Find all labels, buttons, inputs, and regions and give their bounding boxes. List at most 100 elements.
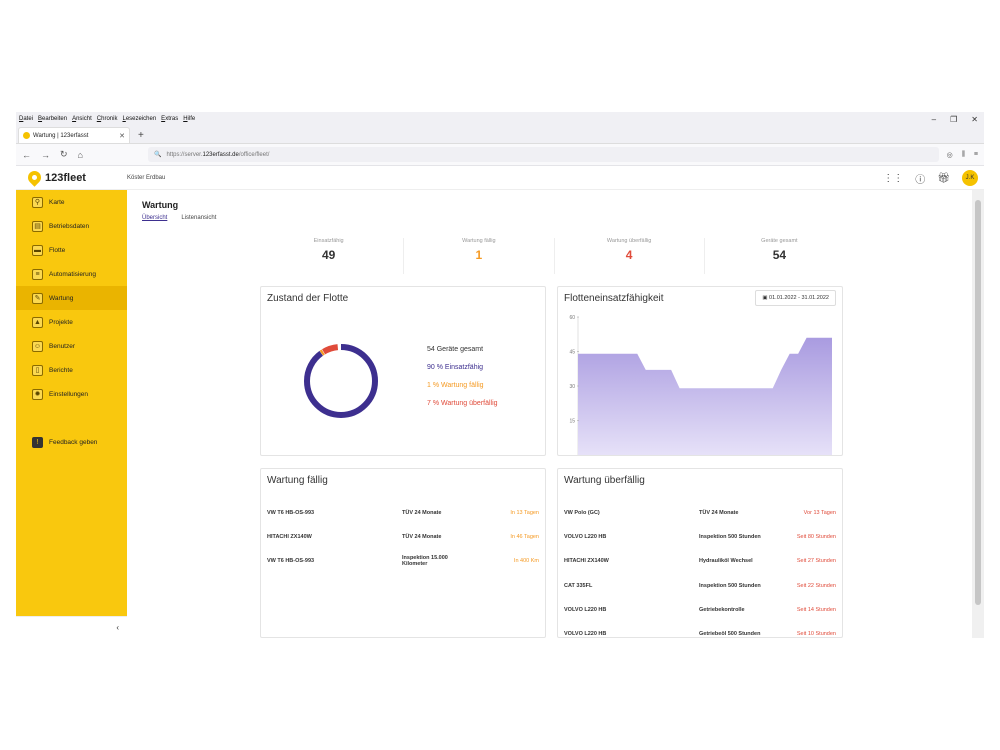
menu-hilfe[interactable]: Hilfe: [183, 116, 196, 122]
sidebar-item-1[interactable]: ▤ Betriebsdaten: [16, 214, 127, 238]
minimize-icon[interactable]: –: [931, 114, 937, 124]
sidebar-item-label: Projekte: [49, 318, 73, 326]
sidebar-item-8[interactable]: ✹ Einstellungen: [16, 382, 127, 406]
browser-window: Datei Bearbeiten Ansicht Chronik Lesezei…: [16, 112, 984, 638]
nav-right-icons: ◎ ⫼ ≡: [947, 151, 978, 159]
due-status: In 13 Tagen: [510, 510, 539, 517]
table-row[interactable]: VOLVO L220 HB Getriebeöl 500 Stunden Seit …: [564, 622, 836, 638]
sidebar-item-label: Einstellungen: [49, 390, 89, 398]
menu-ansicht[interactable]: Ansicht: [72, 116, 92, 122]
lock-icon: 🔍: [153, 152, 162, 158]
users-icon: ☺: [32, 340, 43, 352]
window-controls: – ❐ ✕: [932, 112, 978, 126]
pocket-icon[interactable]: ◎: [946, 151, 953, 159]
favicon-icon: [23, 132, 30, 139]
table-row[interactable]: VW Polo (GC) TÜV 24 Monate Vor 13 Tagen: [564, 501, 836, 525]
nav-bar: ← → ↻ ⌂ 🔍 https://server. 123erfasst.de/o…: [16, 144, 984, 166]
menu-lesezeichen[interactable]: Lesezeichen: [122, 116, 157, 122]
tab-overview[interactable]: Übersicht: [142, 215, 168, 221]
home-icon[interactable]: ⌂: [77, 149, 83, 160]
restore-icon[interactable]: ❐: [950, 114, 958, 124]
sidebar-item-0[interactable]: ⚲ Karte: [16, 190, 127, 214]
maintenance-task: Hydrauliköl Wechsel: [699, 558, 753, 565]
sidebar-item-7[interactable]: ▯ Berichte: [16, 358, 127, 382]
new-tab-icon[interactable]: +: [138, 130, 144, 141]
date-range-picker[interactable]: ▣ 01.01.2022 - 31.01.2022: [755, 290, 836, 306]
table-row[interactable]: VOLVO L220 HB Inspektion 500 Stunden Seit …: [564, 525, 836, 549]
info-icon[interactable]: ⓘ: [915, 174, 926, 186]
stat-label: Einsatzfähig: [313, 238, 344, 244]
fleet-donut-chart: [304, 344, 378, 418]
maintenance-task: Getriebeöl 500 Stunden: [699, 631, 761, 638]
vehicle-name: HITACHI ZX140W: [564, 558, 609, 565]
tab-list-view[interactable]: Listenansicht: [181, 215, 217, 221]
main-content: Wartung Übersicht Listenansicht Einsatzf…: [127, 190, 972, 638]
stat-label: Geräte gesamt: [761, 238, 798, 244]
fleet-status-card: Zustand der Flotte 54 Geräte gesamt 90 %…: [260, 286, 546, 456]
table-row[interactable]: VW T6 HB-OS-993 TÜV 24 Monate In 13 Tagen: [267, 501, 539, 525]
menu-bearbeiten[interactable]: Bearbeiten: [38, 116, 68, 122]
table-row[interactable]: CAT 335FL Inspektion 500 Stunden Seit 22 S…: [564, 574, 836, 598]
maintenance-task: TÜV 24 Monate: [402, 510, 442, 517]
tab-title: Wartung | 123erfasst: [33, 132, 89, 139]
maintenance-task: TÜV 24 Monate: [699, 510, 739, 517]
card-title: Flotteneinsatzfähigkeit: [564, 293, 664, 304]
sidebar-item-4[interactable]: ✎ Wartung: [16, 286, 127, 310]
gift-icon[interactable]: 🎁︎: [937, 172, 950, 184]
menu-chronik[interactable]: Chronik: [96, 116, 118, 122]
feedback-button[interactable]: ! Feedback geben: [16, 430, 127, 454]
sidebar-collapse-button[interactable]: ‹: [16, 616, 127, 638]
maintenance-due-card: Wartung fällig VW T6 HB-OS-993 TÜV 24 Mon…: [260, 468, 546, 638]
sidebar-item-3[interactable]: ≡ Automatisierung: [16, 262, 127, 286]
back-icon[interactable]: ←: [22, 149, 31, 160]
sidebar-item-5[interactable]: ▲ Projekte: [16, 310, 127, 334]
menu-extras[interactable]: Extras: [161, 116, 179, 122]
page-scrollbar[interactable]: [972, 190, 984, 638]
vehicle-name: VW T6 HB-OS-993: [267, 510, 315, 517]
card-title: Zustand der Flotte: [267, 293, 349, 304]
feedback-label: Feedback geben: [49, 438, 98, 446]
table-row[interactable]: HITACHI ZX140W TÜV 24 Monate In 46 Tagen: [267, 525, 539, 549]
sidebar-item-6[interactable]: ☺ Benutzer: [16, 334, 127, 358]
table-row[interactable]: VW T6 HB-OS-993 Inspektion 15.000 Kilomet…: [267, 549, 539, 573]
url-path: /office/fleet/: [238, 151, 270, 158]
sub-tabs: Übersicht Listenansicht: [142, 215, 216, 221]
due-status: Vor 13 Tagen: [803, 510, 836, 517]
stat-overdue: Wartung überfällig 4: [555, 238, 705, 274]
vehicle-name: HITACHI ZX140W: [267, 534, 312, 541]
availability-area: [578, 337, 832, 455]
library-icon[interactable]: ⫼: [961, 150, 965, 158]
logo[interactable]: 123fleet: [16, 168, 127, 187]
due-status: Seit 27 Stunden: [796, 558, 836, 565]
donut-operational: [304, 344, 378, 418]
sidebar-item-2[interactable]: ▬ Flotte: [16, 238, 127, 262]
stat-total: Geräte gesamt 54: [705, 238, 854, 274]
reload-icon[interactable]: ↻: [60, 149, 68, 159]
table-row[interactable]: VOLVO L220 HB Getriebekontrolle Seit 14 St…: [564, 598, 836, 622]
close-window-icon[interactable]: ✕: [971, 114, 978, 124]
menu-datei[interactable]: Datei: [19, 116, 34, 122]
logo-pin-icon: [25, 168, 44, 187]
card-title: Wartung fällig: [267, 475, 328, 486]
maintenance-task: Getriebekontrolle: [699, 606, 745, 613]
close-tab-icon[interactable]: ✕: [119, 132, 125, 140]
hamburger-menu-icon[interactable]: ≡: [973, 150, 978, 158]
sidebar: ⚲ Karte ▤ Betriebsdaten ▬ Flotte ≡ Automatisier…: [16, 190, 127, 616]
legend-overdue: 7 % Wartung überfällig: [427, 400, 498, 407]
avatar[interactable]: J.K: [962, 170, 978, 186]
sidebar-item-label: Betriebsdaten: [49, 222, 90, 230]
apps-grid-icon[interactable]: ⋮⋮: [883, 172, 904, 184]
calendar-icon: ▣: [762, 295, 768, 301]
stat-label: Wartung fällig: [462, 238, 496, 244]
sidebar-item-label: Berichte: [49, 366, 73, 374]
maintenance-overdue-card: Wartung überfällig VW Polo (GC) TÜV 24 Mo…: [557, 468, 843, 638]
forward-icon[interactable]: →: [41, 149, 50, 160]
table-row[interactable]: HITACHI ZX140W Hydrauliköl Wechsel Seit 27…: [564, 549, 836, 573]
address-bar[interactable]: 🔍 https://server. 123erfasst.de/office/fl…: [147, 147, 939, 162]
maintenance-task: Inspektion 15.000 Kilometer: [402, 555, 448, 568]
sidebar-item-label: Flotte: [49, 246, 66, 254]
legend-due: 1 % Wartung fällig: [427, 382, 484, 389]
due-status: Seit 10 Stunden: [796, 631, 836, 638]
scrollbar-thumb[interactable]: [975, 200, 981, 605]
browser-tab[interactable]: Wartung | 123erfasst ✕: [18, 127, 130, 143]
